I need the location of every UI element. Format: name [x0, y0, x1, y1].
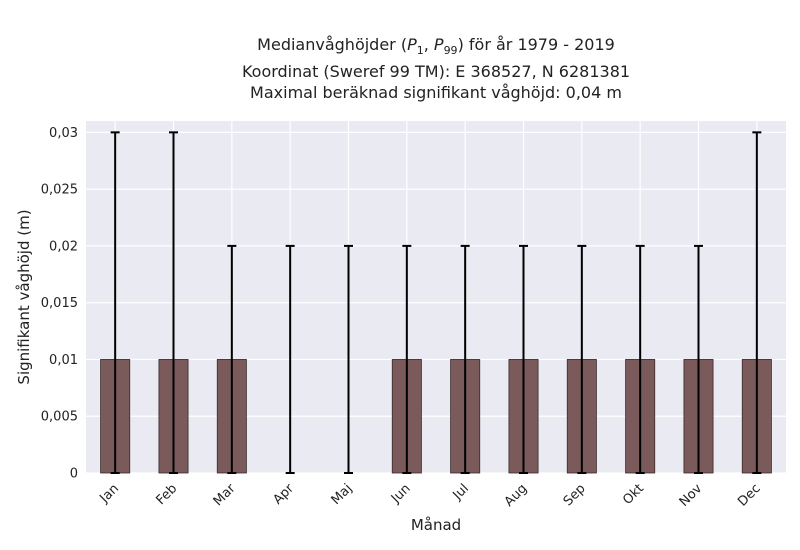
y-tick-label: 0,015 — [41, 296, 78, 311]
x-tick-label-nov: Nov — [677, 481, 706, 510]
y-tick-label: 0,025 — [41, 183, 78, 198]
y-tick-label: 0,005 — [41, 410, 78, 425]
x-tick-label-jan: Jan — [97, 481, 122, 506]
x-tick-label-jun: Jun — [388, 481, 414, 507]
error-bar-okt — [635, 244, 645, 474]
x-axis-ticks: Jan Feb Mar Apr Maj Jun Jul Aug Sep Okt Nov Dec — [97, 481, 764, 510]
y-tick-label: 0,02 — [49, 239, 78, 254]
error-bar-sep — [577, 244, 587, 474]
error-bar-maj — [344, 244, 353, 474]
y-tick-label: 0,03 — [49, 126, 78, 141]
y-tick-label: 0,01 — [49, 353, 78, 368]
x-tick-label-feb: Feb — [153, 481, 180, 508]
error-bar-jun — [402, 244, 412, 474]
x-tick-label-mar: Mar — [211, 481, 239, 509]
plot-area — [86, 121, 786, 473]
error-bar-aug — [519, 244, 528, 474]
x-tick-label-aug: Aug — [502, 481, 531, 510]
y-tick-label: 0 — [70, 467, 78, 482]
error-bar-jul — [460, 244, 470, 474]
x-tick-label-jul: Jul — [450, 481, 472, 503]
x-axis-label: Månad — [411, 516, 461, 534]
x-tick-label-apr: Apr — [270, 481, 297, 508]
x-tick-label-sep: Sep — [561, 481, 589, 509]
chart-title-line-1: Medianvåghöjder (P1, P99) för år 1979 - … — [257, 35, 615, 58]
chart-title: Medianvåghöjder (P1, P99) för år 1979 - … — [86, 34, 786, 103]
chart-title-line-3: Maximal beräknad signifikant våghöjd: 0,… — [250, 83, 622, 103]
error-bar-mar — [227, 244, 237, 474]
error-bar-nov — [694, 244, 703, 474]
x-tick-label-maj: Maj — [329, 481, 356, 508]
y-axis-label: Signifikant våghöjd (m) — [15, 209, 33, 384]
error-bar-jan — [110, 131, 120, 474]
chart-title-line-2: Koordinat (Sweref 99 TM): E 368527, N 62… — [241, 62, 631, 82]
y-axis-ticks: 0 0,005 0,01 0,015 0,02 0,025 0,03 — [41, 126, 78, 482]
error-bar-feb — [169, 131, 178, 474]
x-tick-label-okt: Okt — [620, 481, 647, 508]
error-bars — [110, 131, 762, 474]
x-tick-label-dec: Dec — [735, 481, 763, 509]
error-bar-apr — [285, 244, 295, 474]
error-bar-dec — [752, 131, 762, 474]
